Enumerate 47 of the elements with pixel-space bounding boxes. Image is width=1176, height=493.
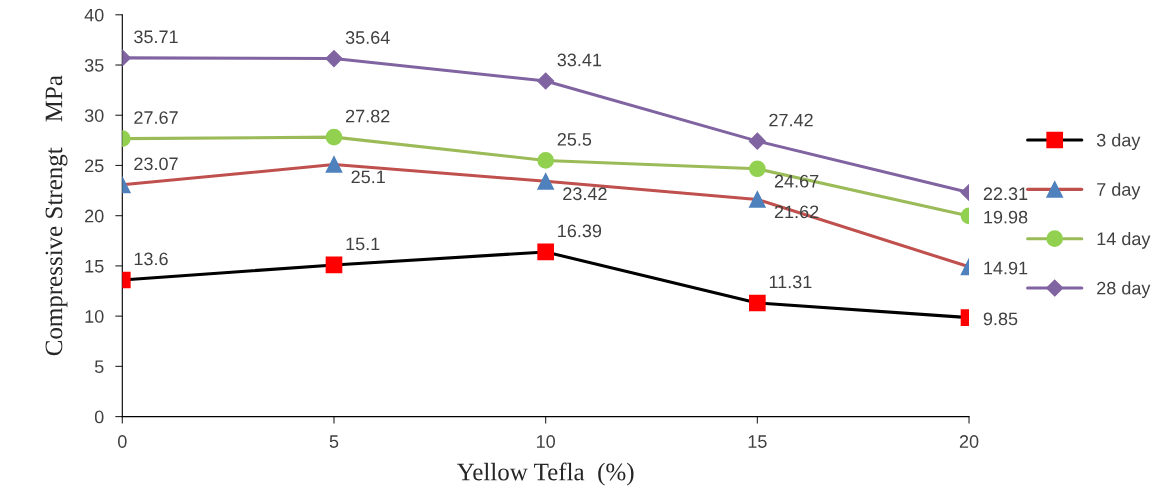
x-tick-label: 15 [748, 435, 767, 448]
y-tick-label: 15 [85, 260, 104, 273]
data-label: 11.31 [769, 275, 812, 289]
point [537, 173, 554, 190]
point [537, 72, 555, 90]
data-label: 25.1 [351, 170, 385, 184]
y-tick-label: 40 [84, 8, 104, 22]
point [748, 132, 766, 150]
data-label: 14.91 [984, 261, 1028, 275]
legend-label: 28 day [1097, 281, 1151, 299]
data-label: 33.41 [557, 53, 602, 67]
data-label: 23.42 [563, 187, 607, 201]
y-tick-label: 0 [94, 410, 104, 424]
data-label: 25.5 [557, 132, 592, 146]
point [749, 294, 766, 312]
data-label: 9.85 [983, 312, 1018, 326]
point [749, 191, 766, 208]
x-tick-label: 20 [959, 435, 979, 448]
x-tick-label: 5 [329, 435, 339, 448]
data-label: 13.6 [134, 252, 168, 266]
legend-label: 7 day [1097, 182, 1141, 200]
y-tick-label: 20 [85, 209, 104, 223]
x-tick-label: 10 [537, 435, 555, 448]
point [537, 243, 554, 261]
point [749, 160, 766, 178]
data-label: 22.31 [983, 187, 1028, 201]
data-label: 15.1 [346, 237, 380, 251]
legend-label: 14 day [1097, 231, 1151, 249]
y-tick-label: 25 [85, 159, 104, 173]
x-axis-title: Yellow Tefla (%) [457, 462, 634, 486]
data-label: 35.64 [345, 31, 390, 44]
y-tick-label: 35 [84, 58, 104, 72]
data-label: 27.82 [346, 109, 390, 123]
y-tick-label: 30 [84, 109, 104, 122]
data-label: 19.98 [984, 210, 1028, 224]
y-tick-label: 10 [85, 310, 104, 323]
data-label: 24.67 [774, 174, 819, 188]
legend-label: 3 day [1096, 133, 1141, 151]
data-label: 27.42 [769, 113, 813, 127]
y-tick-label: 5 [94, 360, 104, 374]
y-axis-title: Compressive Strengt MPa [45, 75, 68, 356]
point [537, 152, 554, 169]
data-label: 27.67 [134, 111, 178, 124]
data-label: 35.71 [134, 30, 178, 44]
x-tick-label: 0 [117, 435, 127, 448]
data-label: 16.39 [558, 224, 602, 238]
data-label: 23.07 [134, 157, 178, 171]
